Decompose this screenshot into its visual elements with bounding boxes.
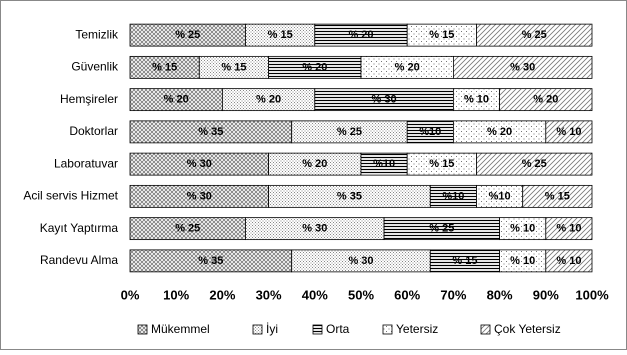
legend-swatch [312, 324, 323, 335]
value-label: % 30 [302, 223, 327, 235]
legend-swatch [480, 324, 491, 335]
category-label: Randevu Alma [40, 253, 118, 267]
value-label: % 20 [395, 61, 420, 73]
value-label: % 35 [198, 126, 223, 138]
bar-segment [476, 152, 593, 176]
value-label: % 10 [556, 126, 581, 138]
value-label: % 35 [198, 255, 223, 267]
legend-swatch [382, 324, 393, 335]
bar-segment [522, 184, 593, 208]
value-label: % 20 [487, 126, 512, 138]
bar-segment [545, 217, 593, 241]
legend-label: Yetersiz [396, 322, 438, 336]
category-label: Kayıt Yaptırma [40, 221, 119, 235]
x-tick-label: 40% [302, 287, 328, 302]
bar-segment [452, 55, 593, 79]
value-label: % 30 [372, 94, 397, 106]
value-label: % 20 [302, 61, 327, 73]
x-tick-label: 100% [575, 287, 609, 302]
value-label: %10 [373, 158, 395, 170]
category-label: Acil servis Hizmet [23, 189, 118, 203]
value-label: % 15 [429, 29, 454, 41]
value-label: % 20 [348, 29, 373, 41]
legend-label: Mükemmel [151, 322, 210, 336]
x-tick-label: 80% [487, 287, 513, 302]
value-label: % 15 [429, 158, 454, 170]
value-label: % 30 [187, 190, 212, 202]
value-label: % 15 [221, 61, 246, 73]
value-label: % 15 [545, 190, 570, 202]
value-label: % 15 [452, 255, 477, 267]
x-tick-label: 70% [440, 287, 466, 302]
category-label: Güvenlik [71, 60, 119, 74]
category-label: Laboratuvar [54, 156, 118, 170]
value-label: % 35 [337, 190, 362, 202]
category-label: Temizlik [75, 27, 119, 41]
x-tick-label: 20% [209, 287, 235, 302]
legend-swatch [252, 324, 263, 335]
value-label: % 10 [556, 255, 581, 267]
category-label: Hemşireler [60, 92, 118, 106]
legend-label: Orta [326, 322, 350, 336]
bar-segment [545, 120, 593, 144]
value-label: % 15 [268, 29, 293, 41]
bar-segment [499, 88, 593, 112]
value-label: % 15 [152, 61, 177, 73]
value-label: % 30 [348, 255, 373, 267]
value-label: % 10 [510, 255, 535, 267]
value-label: % 10 [464, 94, 489, 106]
x-tick-label: 0% [121, 287, 140, 302]
bar-segment [545, 249, 593, 273]
value-label: % 20 [302, 158, 327, 170]
value-label: % 25 [175, 29, 200, 41]
value-label: % 20 [256, 94, 281, 106]
value-label: % 25 [175, 223, 200, 235]
legend-swatch [137, 324, 148, 335]
value-label: % 30 [187, 158, 212, 170]
value-label: % 10 [510, 223, 535, 235]
value-label: %10 [419, 126, 441, 138]
value-label: % 30 [510, 61, 535, 73]
value-label: % 10 [556, 223, 581, 235]
value-label: % 25 [429, 223, 454, 235]
x-tick-label: 90% [533, 287, 559, 302]
legend-label: İyi [266, 322, 278, 336]
value-label: %10 [489, 190, 511, 202]
value-label: % 25 [522, 29, 547, 41]
value-label: % 25 [522, 158, 547, 170]
x-tick-label: 10% [163, 287, 189, 302]
value-label: % 25 [337, 126, 362, 138]
value-label: % 20 [533, 94, 558, 106]
x-tick-label: 60% [394, 287, 420, 302]
legend-label: Çok Yetersiz [494, 322, 561, 336]
x-tick-label: 50% [348, 287, 374, 302]
category-label: Doktorlar [69, 124, 118, 138]
x-tick-label: 30% [256, 287, 282, 302]
value-label: %10 [442, 190, 464, 202]
value-label: % 20 [164, 94, 189, 106]
bar-segment [476, 23, 593, 47]
